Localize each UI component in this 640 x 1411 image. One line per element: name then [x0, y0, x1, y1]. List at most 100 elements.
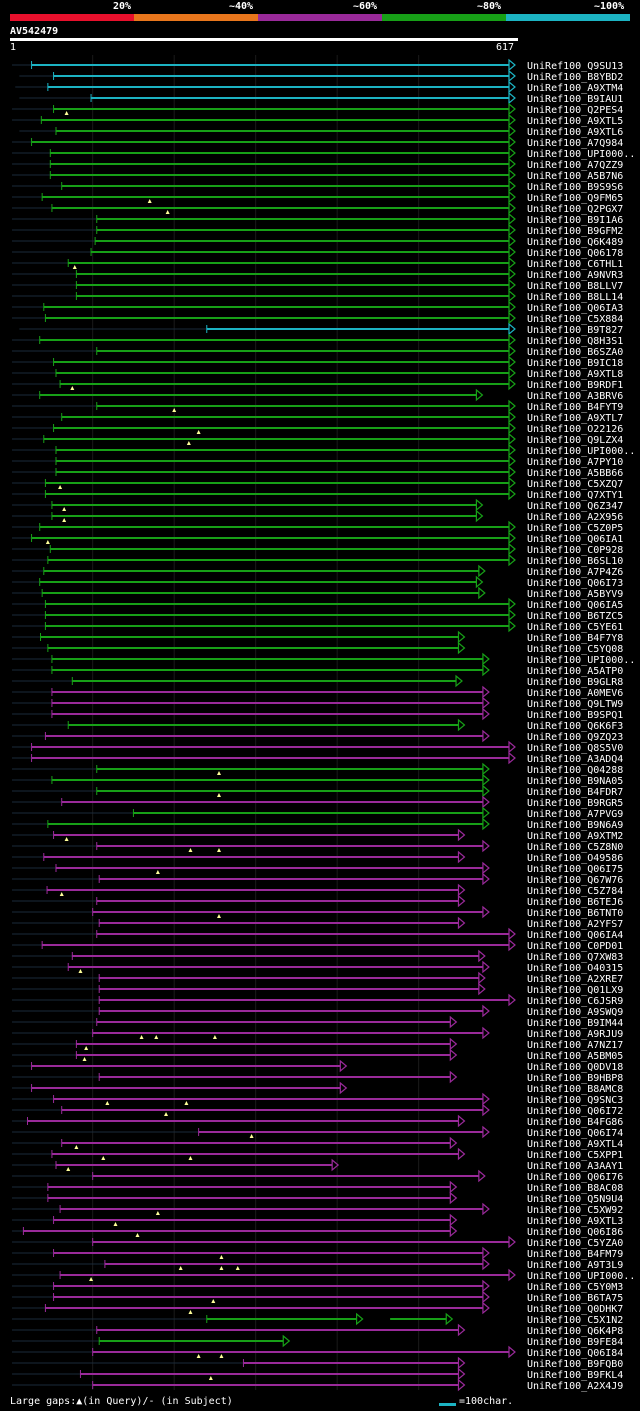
hit-arrowhead	[478, 949, 486, 963]
hit-arrowhead	[482, 685, 490, 699]
hit-arrowhead	[482, 707, 490, 721]
hit-arrowhead	[449, 1037, 458, 1051]
hit-label: UniRef100_A7PY10	[527, 457, 623, 468]
hit-arrowhead	[482, 1103, 490, 1117]
query-gap-marker	[64, 837, 69, 841]
query-gap-marker	[147, 199, 152, 203]
hit-label: UniRef100_Q9LZX4	[527, 435, 623, 446]
hit-arrowhead	[482, 773, 490, 787]
hit-arrowhead	[508, 223, 516, 237]
hit-arrowhead	[482, 795, 490, 809]
hit-arrowhead	[508, 322, 516, 336]
hit-label: UniRef100_O49586	[527, 853, 623, 864]
query-gap-marker	[216, 848, 221, 852]
query-gap-marker	[74, 1145, 79, 1149]
hit-arrowhead	[508, 465, 516, 479]
query-gap-marker	[105, 1101, 110, 1105]
hit-arrowhead	[482, 1279, 490, 1293]
hit-label: UniRef100_Q06I74	[527, 1128, 623, 1139]
hit-arrowhead	[475, 575, 484, 589]
hit-label: UniRef100_B9SPQ1	[527, 710, 623, 721]
hit-label: UniRef100_A3BRV6	[527, 391, 623, 402]
hit-label: UniRef100_B9NA05	[527, 776, 623, 787]
hit-arrowhead	[449, 1136, 458, 1150]
query-gap-marker	[72, 265, 77, 269]
hit-arrowhead	[331, 1158, 340, 1172]
hit-arrowhead	[339, 1059, 348, 1073]
hit-arrowhead	[508, 91, 516, 105]
hit-arrowhead	[478, 971, 486, 985]
hit-arrowhead	[508, 1345, 516, 1359]
hit-label: UniRef100_B9FKL4	[527, 1370, 623, 1381]
hit-label: UniRef100_UPI000..	[527, 149, 635, 160]
hit-arrowhead	[457, 828, 466, 842]
legend-label-80: ~80%	[477, 1, 502, 12]
hit-arrowhead	[508, 135, 516, 149]
hit-label: UniRef100_A7QZZ9	[527, 160, 623, 171]
hit-arrowhead	[482, 839, 490, 853]
query-gap-marker	[58, 485, 63, 489]
hit-arrowhead	[449, 1015, 458, 1029]
hit-arrowhead	[508, 278, 516, 292]
hit-label: UniRef100_A9T3L9	[527, 1260, 623, 1271]
query-gap-marker	[70, 386, 75, 390]
hit-arrowhead	[508, 1235, 516, 1249]
hit-arrowhead	[508, 80, 516, 94]
hit-label: UniRef100_Q7XW83	[527, 952, 623, 963]
hit-arrowhead	[482, 872, 490, 886]
hit-label: UniRef100_C5Z784	[527, 886, 623, 897]
hit-arrowhead	[482, 1026, 490, 1040]
query-gap-marker	[216, 914, 221, 918]
hit-label: UniRef100_B4FYT9	[527, 402, 623, 413]
legend-label-60: ~60%	[353, 1, 378, 12]
query-gap-marker	[154, 1035, 159, 1039]
hit-arrowhead	[508, 256, 516, 270]
hit-arrowhead	[508, 597, 516, 611]
hit-arrowhead	[482, 696, 490, 710]
hit-label: UniRef100_A2X4J9	[527, 1381, 623, 1392]
query-gap-marker	[62, 507, 67, 511]
hit-label: UniRef100_Q06IA4	[527, 930, 623, 941]
hit-label: UniRef100_A7PVG9	[527, 809, 623, 820]
hit-label: UniRef100_B9FE84	[527, 1337, 623, 1348]
hit-label: UniRef100_C5YZA0	[527, 1238, 623, 1249]
hit-label: UniRef100_B9N6A9	[527, 820, 623, 831]
legend-label-20: 20%	[113, 1, 132, 12]
hit-arrowhead	[478, 564, 486, 578]
hit-arrowhead	[508, 927, 516, 941]
hit-label: UniRef100_A2YFS7	[527, 919, 623, 930]
hit-label: UniRef100_Q2PGX7	[527, 204, 623, 215]
hit-arrowhead	[482, 861, 490, 875]
hit-arrowhead	[508, 179, 516, 193]
hit-label: UniRef100_B4FG86	[527, 1117, 623, 1128]
hit-label: UniRef100_C5Z8N0	[527, 842, 623, 853]
hit-arrowhead	[508, 344, 516, 358]
legend-segment-100	[506, 14, 630, 21]
legend-segment-20	[10, 14, 134, 21]
hit-label: UniRef100_A9RJU9	[527, 1029, 623, 1040]
hit-label: UniRef100_Q9FM65	[527, 193, 623, 204]
hit-label: UniRef100_B9GLR8	[527, 677, 623, 688]
hit-arrowhead	[475, 388, 484, 402]
hit-arrowhead	[282, 1334, 291, 1348]
hit-arrowhead	[508, 740, 516, 754]
query-gap-marker	[101, 1156, 106, 1160]
hit-label: UniRef100_B9RDF1	[527, 380, 623, 391]
hit-label: UniRef100_A9XTL4	[527, 1139, 623, 1150]
hit-label: UniRef100_B9T827	[527, 325, 623, 336]
hit-arrowhead	[449, 1180, 458, 1194]
hit-label: UniRef100_B9I1A6	[527, 215, 623, 226]
query-gap-marker	[45, 540, 50, 544]
query-gap-marker	[113, 1222, 118, 1226]
query-gap-marker	[216, 771, 221, 775]
hit-label: UniRef100_C0P928	[527, 545, 623, 556]
hit-arrowhead	[482, 1290, 490, 1304]
hit-arrowhead	[457, 718, 466, 732]
scale-label: =100char.	[459, 1396, 514, 1407]
query-gap-marker	[216, 793, 221, 797]
hit-arrowhead	[508, 69, 516, 83]
hit-arrowhead	[482, 1004, 490, 1018]
hit-arrowhead	[457, 1323, 466, 1337]
hit-arrowhead	[457, 1147, 466, 1161]
hit-arrowhead	[508, 157, 516, 171]
